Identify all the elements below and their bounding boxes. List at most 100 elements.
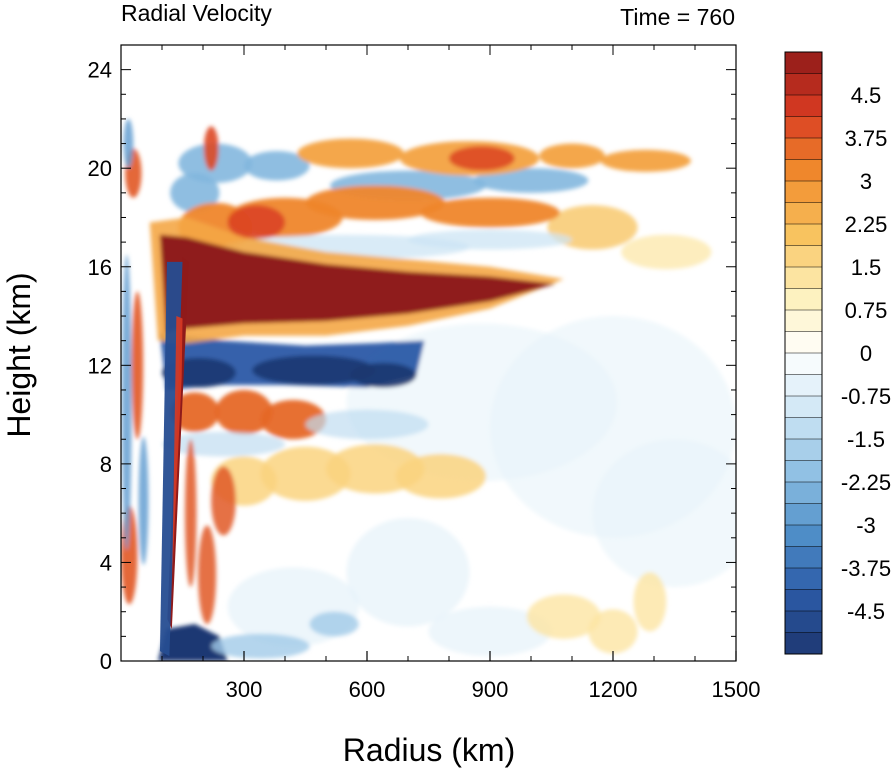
colorbar-bin	[785, 245, 822, 268]
colorbar-label: 2.25	[845, 212, 888, 237]
x-tick-label: 900	[472, 677, 509, 702]
upper-outflow-band	[305, 185, 445, 220]
inflow-core	[252, 355, 376, 386]
x-tick-label: 300	[226, 677, 263, 702]
colorbar-label: -0.75	[841, 384, 891, 409]
far-field-low-outflow	[588, 609, 638, 654]
colorbar-frame	[784, 51, 823, 655]
upper-inflow-band	[243, 150, 310, 181]
colorbar-label: -3	[856, 513, 876, 538]
boundary-layer-inflow	[157, 624, 228, 661]
velocity-field	[121, 45, 736, 661]
y-tick-label: 0	[100, 649, 112, 674]
tropopause-outflow-core	[449, 146, 515, 171]
colorbar-bin	[785, 181, 822, 203]
eyewall-outflow-mid	[184, 439, 197, 588]
colorbar-label: -1.5	[847, 427, 885, 452]
colorbar-bin	[785, 353, 822, 375]
far-field-low-outflow	[633, 572, 667, 632]
chart-title: Radial Velocity	[121, 0, 272, 26]
eyewall-outflow-mid	[198, 525, 217, 625]
colorbar-bin	[785, 73, 822, 96]
colorbar-bin	[785, 460, 822, 483]
x-tick-label: 1500	[712, 677, 761, 702]
colorbar-label: 4.5	[851, 83, 882, 108]
colorbar-bin	[785, 546, 822, 569]
colorbar-bin	[785, 503, 822, 526]
colorbar-bin	[785, 138, 822, 160]
colorbar-label: 3	[860, 169, 872, 194]
weak-inflow-lowlevel	[346, 518, 470, 627]
time-label: Time = 760	[620, 4, 735, 30]
colorbar-bin	[785, 52, 822, 74]
colorbar-bin	[785, 525, 822, 547]
upper-inflow-band	[473, 168, 589, 193]
colorbar-bin	[785, 589, 822, 612]
upper-outflow-jet	[159, 234, 556, 334]
y-axis: 0 4 8 12 16 20 24	[88, 58, 736, 674]
tropopause-outflow-band	[297, 138, 404, 169]
colorbar-label: 3.75	[845, 126, 888, 151]
x-axis: 300 600 900 1200 1500	[161, 45, 761, 702]
y-axis-label: Height (km)	[1, 272, 37, 437]
colorbar-bin	[785, 331, 822, 354]
midlevel-inflow	[305, 409, 429, 440]
x-axis-label: Radius (km)	[343, 732, 515, 768]
colorbar-bin	[785, 396, 822, 418]
y-tick-label: 4	[100, 550, 112, 575]
colorbar-label: 0	[860, 341, 872, 366]
colorbar-bin	[785, 224, 822, 246]
eyewall-inflow-left	[138, 436, 149, 565]
eyewall-inflow-left	[121, 254, 132, 551]
colorbar-bin	[785, 159, 822, 182]
lower-midlevel-outflow	[395, 454, 486, 499]
weak-eyewall-outflow	[203, 126, 219, 171]
upper-inflow-band	[170, 173, 220, 213]
colorbar-bin	[785, 439, 822, 461]
colorbar-bin	[785, 374, 822, 397]
colorbar-label: -3.75	[841, 556, 891, 581]
colorbar-bin	[785, 482, 822, 504]
upper-outflow-core	[227, 205, 285, 240]
colorbar-bin	[785, 417, 822, 440]
y-tick-label: 12	[88, 353, 112, 378]
colorbar-label: -2.25	[841, 470, 891, 495]
tropopause-outflow-band	[600, 149, 691, 172]
y-tick-label: 8	[100, 452, 112, 477]
colorbar: 4.5 3.75 3 2.25 1.5 0.75 0 -0.75 -1.5 -2.25 -3 -3.7…	[784, 51, 891, 655]
far-field-low-outflow	[526, 594, 601, 639]
y-tick-label: 16	[88, 255, 112, 280]
colorbar-bin	[785, 632, 822, 655]
colorbar-bin	[785, 116, 822, 139]
colorbar-bin	[785, 310, 822, 332]
colorbar-bin	[785, 288, 822, 311]
y-tick-label: 24	[88, 58, 112, 83]
near-surface-inflow	[211, 633, 310, 659]
upper-outflow-band	[420, 197, 560, 228]
eyewall-outflow-mid	[211, 466, 236, 536]
midlevel-outflow	[170, 392, 220, 432]
colorbar-bin	[785, 568, 822, 590]
colorbar-label: -4.5	[847, 599, 885, 624]
weak-inflow-lowlevel	[428, 606, 552, 657]
colorbar-bin	[785, 611, 822, 633]
inflow-core	[350, 362, 417, 388]
x-tick-label: 1200	[589, 677, 638, 702]
x-tick-label: 600	[349, 677, 386, 702]
eyewall-inflow-left	[123, 118, 134, 169]
weak-inflow-between	[408, 229, 572, 250]
far-field-upper-outflow	[621, 234, 712, 270]
colorbar-label: 0.75	[845, 298, 888, 323]
midlevel-outflow	[215, 389, 273, 435]
tropopause-outflow-band	[539, 143, 605, 169]
near-surface-inflow	[309, 611, 359, 637]
lower-midlevel-outflow	[260, 446, 351, 501]
colorbar-bin	[785, 267, 822, 289]
eyewall-outflow-left	[131, 291, 144, 440]
colorbar-bin	[785, 202, 822, 225]
eyewall-outflow-column	[172, 316, 183, 575]
weak-inflow-region	[592, 439, 736, 588]
colorbar-bin	[785, 95, 822, 117]
colorbar-label: 1.5	[851, 255, 882, 280]
